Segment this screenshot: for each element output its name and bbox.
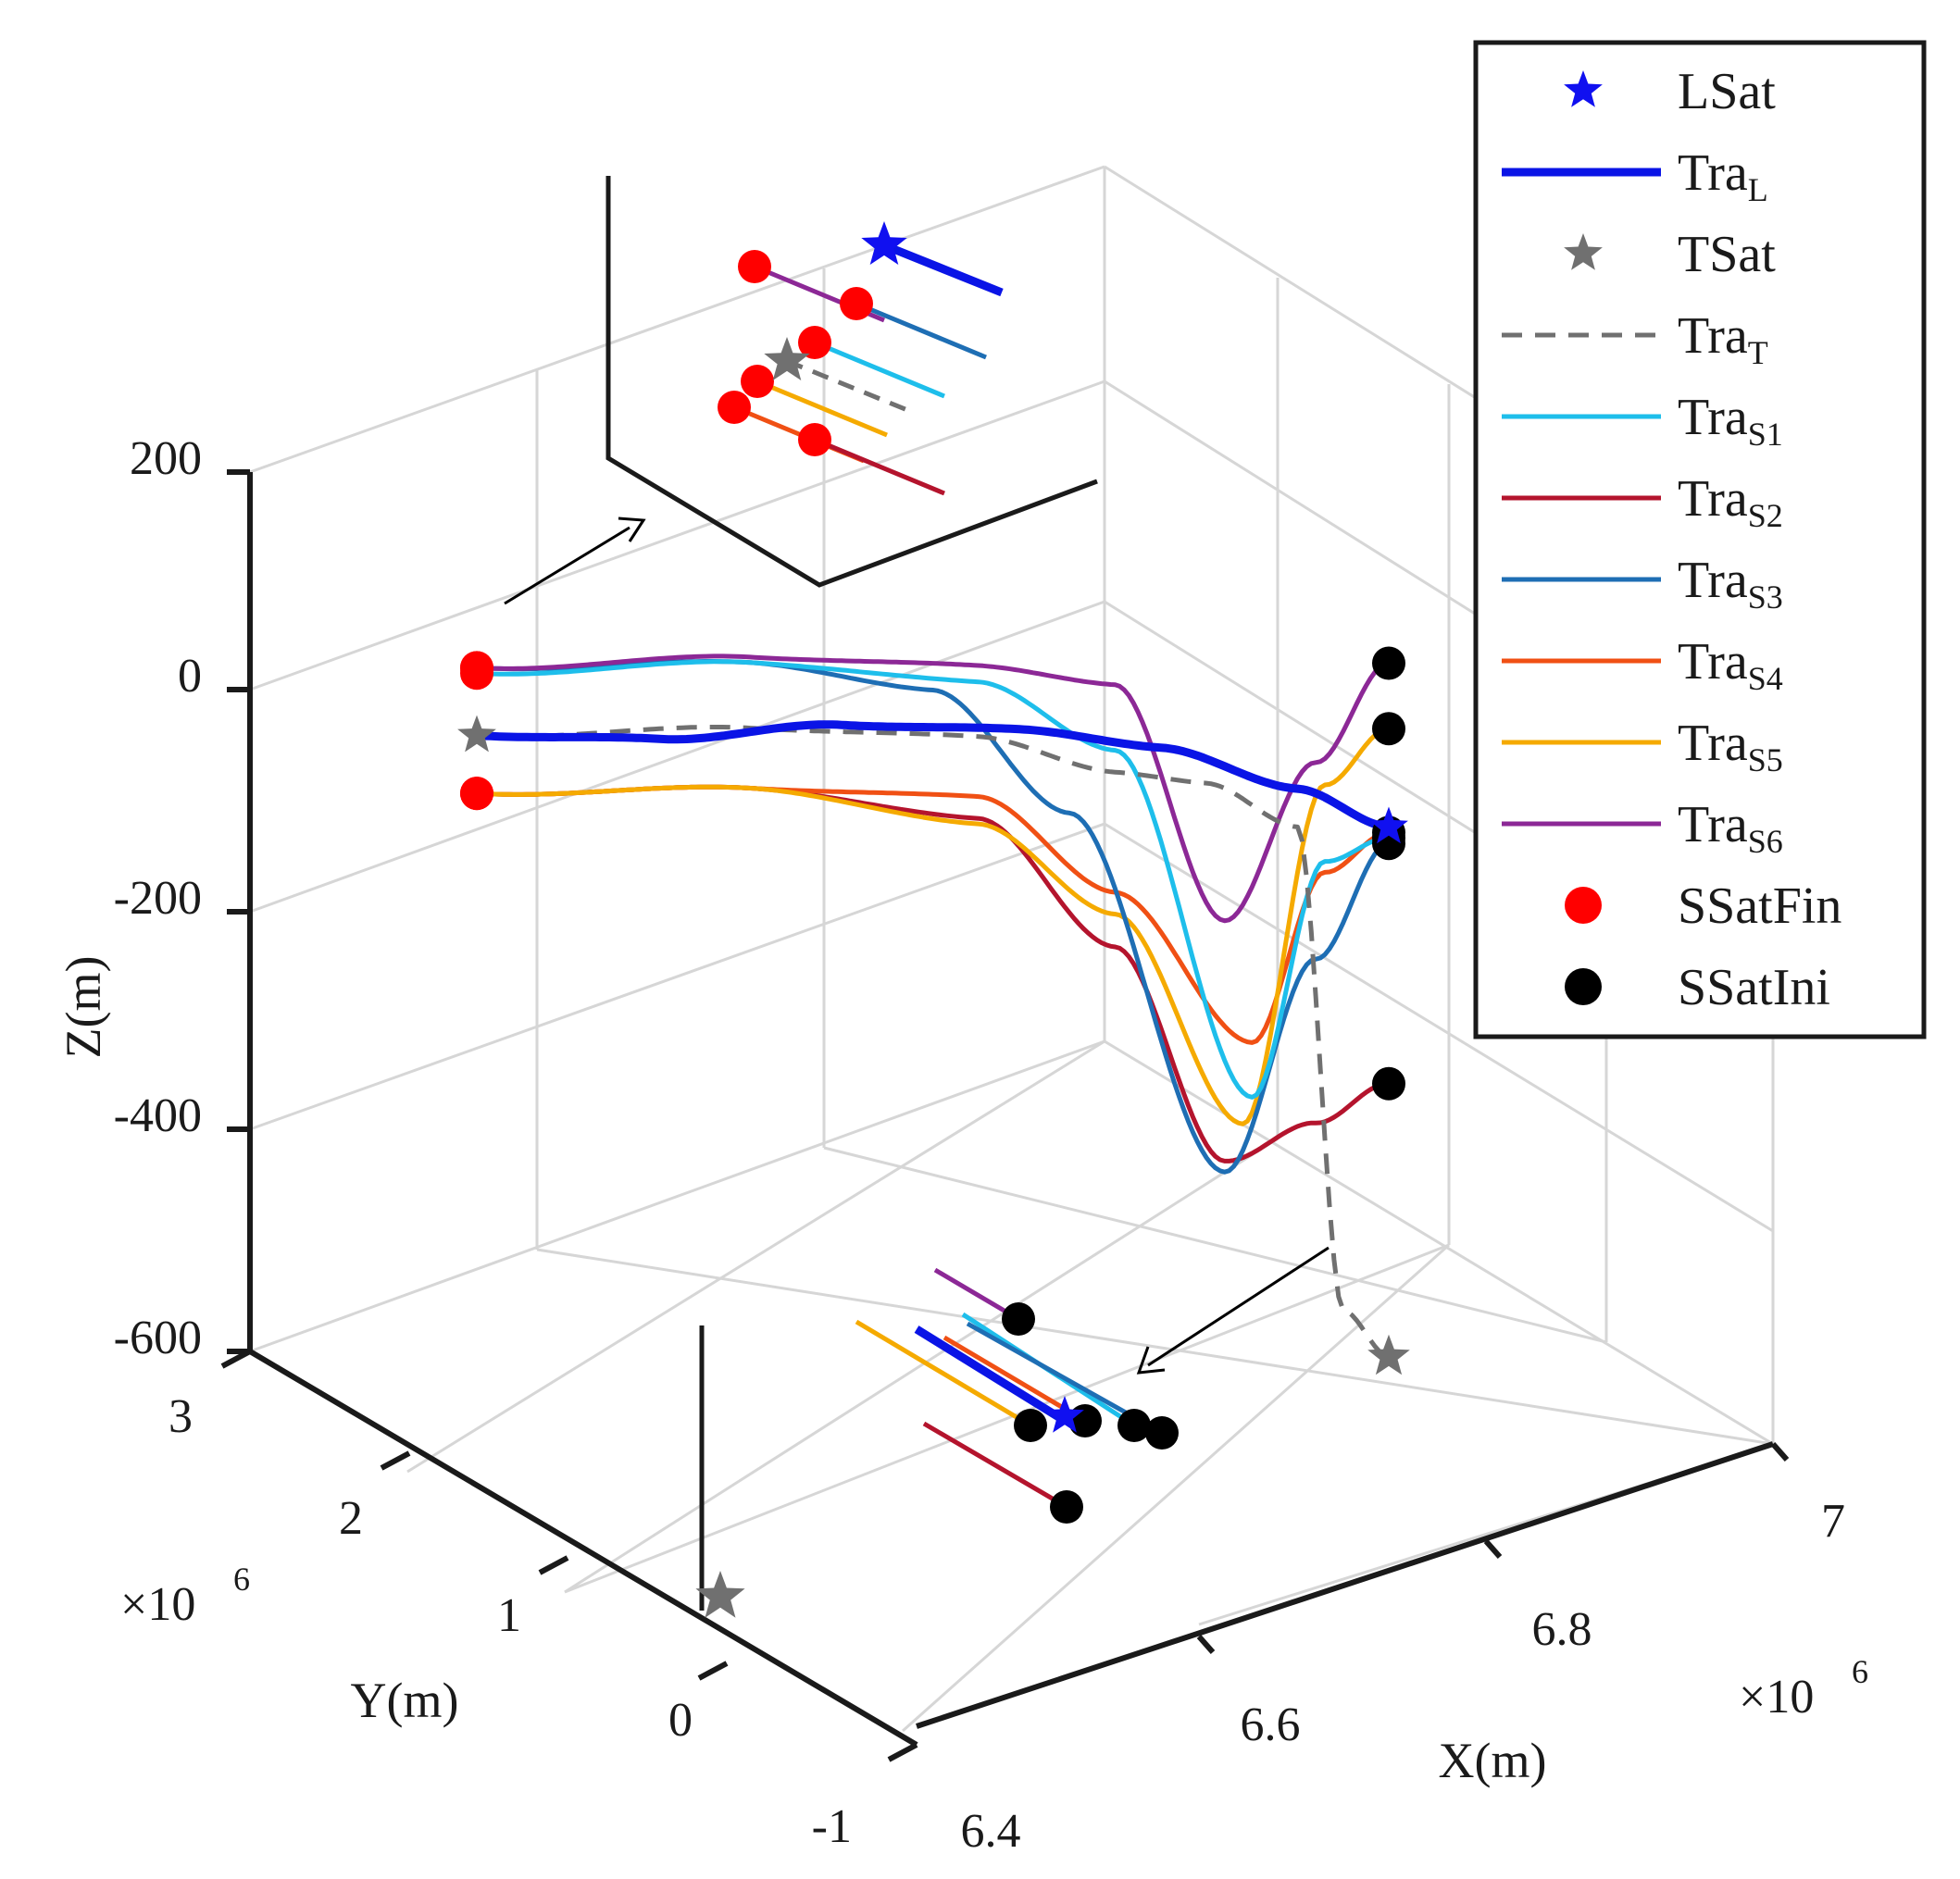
trajectory-tras1 <box>476 659 1390 1100</box>
legend-entry-tras3: TraS3 <box>1502 552 1783 616</box>
inset-initial-content <box>695 1267 1179 1618</box>
legend-swatch-lsat <box>1564 70 1603 107</box>
legend-entry-tsat: TSat <box>1564 226 1776 283</box>
legend-box <box>1473 40 1927 1039</box>
legend-swatch-ssatfin <box>1565 887 1602 924</box>
x-multiplier: ×10 6 <box>1739 1653 1868 1723</box>
z-tick-label: -200 <box>114 872 202 925</box>
inset-initial-arrowhead <box>1136 1346 1166 1375</box>
trajectories <box>476 653 1390 1360</box>
inset-tsat-marker <box>695 1571 745 1618</box>
legend-label-tsat: TSat <box>1678 226 1776 283</box>
inset-tsat-marker <box>764 337 810 380</box>
inset-final <box>504 176 1098 605</box>
inset-final-frame <box>605 176 1098 588</box>
inset-initial <box>695 1246 1330 1618</box>
tsat-initial-marker <box>1367 1334 1410 1375</box>
y-tick-labels: 3 2 1 0 -1 <box>169 1390 852 1853</box>
z-tick-label: -400 <box>114 1089 202 1142</box>
legend-entry-lsat: LSat <box>1564 63 1776 120</box>
trajectory-trat <box>476 725 1390 1360</box>
y-tick-label: -1 <box>812 1800 852 1853</box>
x-axis-label: X(m) <box>1439 1733 1547 1788</box>
x-tick-label: 6.6 <box>1241 1699 1301 1751</box>
inset-lsat-marker <box>861 221 907 265</box>
x-tick-labels: 6.4 6.6 6.8 7 <box>961 1495 1846 1858</box>
inset-ssatini-marker <box>1068 1404 1102 1437</box>
z-tick-labels: 200 0 -200 -400 -600 <box>114 432 202 1364</box>
inset-initial-tras2 <box>922 1421 1068 1510</box>
x-tick-label: 7 <box>1821 1495 1845 1548</box>
inset-initial-arrow <box>1147 1246 1330 1367</box>
legend-label-ssatini: SSatIni <box>1678 959 1830 1016</box>
legend-entries: LSatTraLTSatTraTTraS1TraS2TraS3TraS4TraS… <box>1502 63 1841 1016</box>
x-multiplier-exp: 6 <box>1852 1653 1868 1690</box>
x-tick-label: 6.4 <box>961 1805 1021 1858</box>
y-multiplier-base: ×10 <box>120 1578 195 1631</box>
inset-ssatfin-marker <box>798 326 831 359</box>
trajectory-tras6 <box>476 653 1390 924</box>
inset-final-arrow <box>504 526 630 605</box>
inset-ssatini-marker <box>1050 1490 1083 1524</box>
x-multiplier-base: ×10 <box>1739 1671 1814 1723</box>
ssatini-marker <box>1372 646 1405 680</box>
inset-ssatini-marker <box>1002 1302 1035 1336</box>
y-tick-label: 0 <box>668 1694 693 1747</box>
inset-initial-tras5 <box>855 1319 1032 1428</box>
y-axis-label: Y(m) <box>351 1673 459 1728</box>
y-tick-label: 2 <box>339 1492 363 1545</box>
y-multiplier-exp: 6 <box>233 1561 250 1598</box>
inset-final-tras1 <box>814 340 945 399</box>
inset-ssatfin-marker <box>718 391 751 424</box>
x-tick-label: 6.8 <box>1532 1603 1592 1656</box>
trajectory-tral <box>476 720 1390 831</box>
legend-swatch-ssatini <box>1565 968 1602 1005</box>
ssatini-marker <box>1372 712 1405 746</box>
inset-ssatfin-marker <box>738 250 771 283</box>
y-multiplier: ×10 6 <box>120 1561 250 1631</box>
legend-label-ssatfin: SSatFin <box>1678 877 1841 935</box>
inset-ssatfin-marker <box>798 423 831 456</box>
y-tick-label: 3 <box>169 1390 193 1443</box>
tsat-final-marker <box>457 715 496 753</box>
inset-final-tras5 <box>756 379 888 438</box>
trajectory-tras5 <box>476 726 1390 1126</box>
inset-ssatfin-marker <box>741 365 774 398</box>
inset-ssatini-marker <box>1145 1416 1179 1450</box>
legend-label-lsat: LSat <box>1678 63 1776 120</box>
ssatfin-marker <box>460 651 493 685</box>
legend-swatch-tsat <box>1564 233 1603 270</box>
inset-ssatfin-marker <box>840 287 873 320</box>
inset-final-tral <box>882 241 1004 297</box>
inset-lsat-marker <box>1045 1396 1084 1433</box>
z-tick-label: 0 <box>178 650 202 703</box>
inset-final-tras2 <box>814 437 945 496</box>
y-tick-label: 1 <box>497 1589 521 1642</box>
inset-final-arrowhead <box>618 516 646 542</box>
z-tick-label: -600 <box>114 1312 202 1364</box>
inset-ssatini-marker <box>1117 1409 1151 1442</box>
legend: LSatTraLTSatTraTTraS1TraS2TraS3TraS4TraS… <box>1473 40 1927 1039</box>
markers <box>457 646 1410 1375</box>
inset-initial-tral <box>914 1325 1067 1425</box>
z-axis-label: Z(m) <box>56 956 111 1059</box>
axes <box>220 469 1790 1762</box>
legend-entry-ssatini: SSatIni <box>1565 959 1830 1016</box>
inset-final-content <box>718 221 1004 496</box>
ssatini-marker <box>1372 1066 1405 1101</box>
legend-label-tras3: TraS3 <box>1678 552 1783 616</box>
lsat-marker <box>1369 806 1408 844</box>
inset-final-trat <box>786 358 913 415</box>
z-tick-label: 200 <box>130 432 202 485</box>
inset-final-tras3 <box>855 301 987 360</box>
legend-entry-ssatfin: SSatFin <box>1565 877 1841 935</box>
inset-ssatini-marker <box>1014 1409 1047 1442</box>
ssatfin-marker <box>460 777 493 811</box>
